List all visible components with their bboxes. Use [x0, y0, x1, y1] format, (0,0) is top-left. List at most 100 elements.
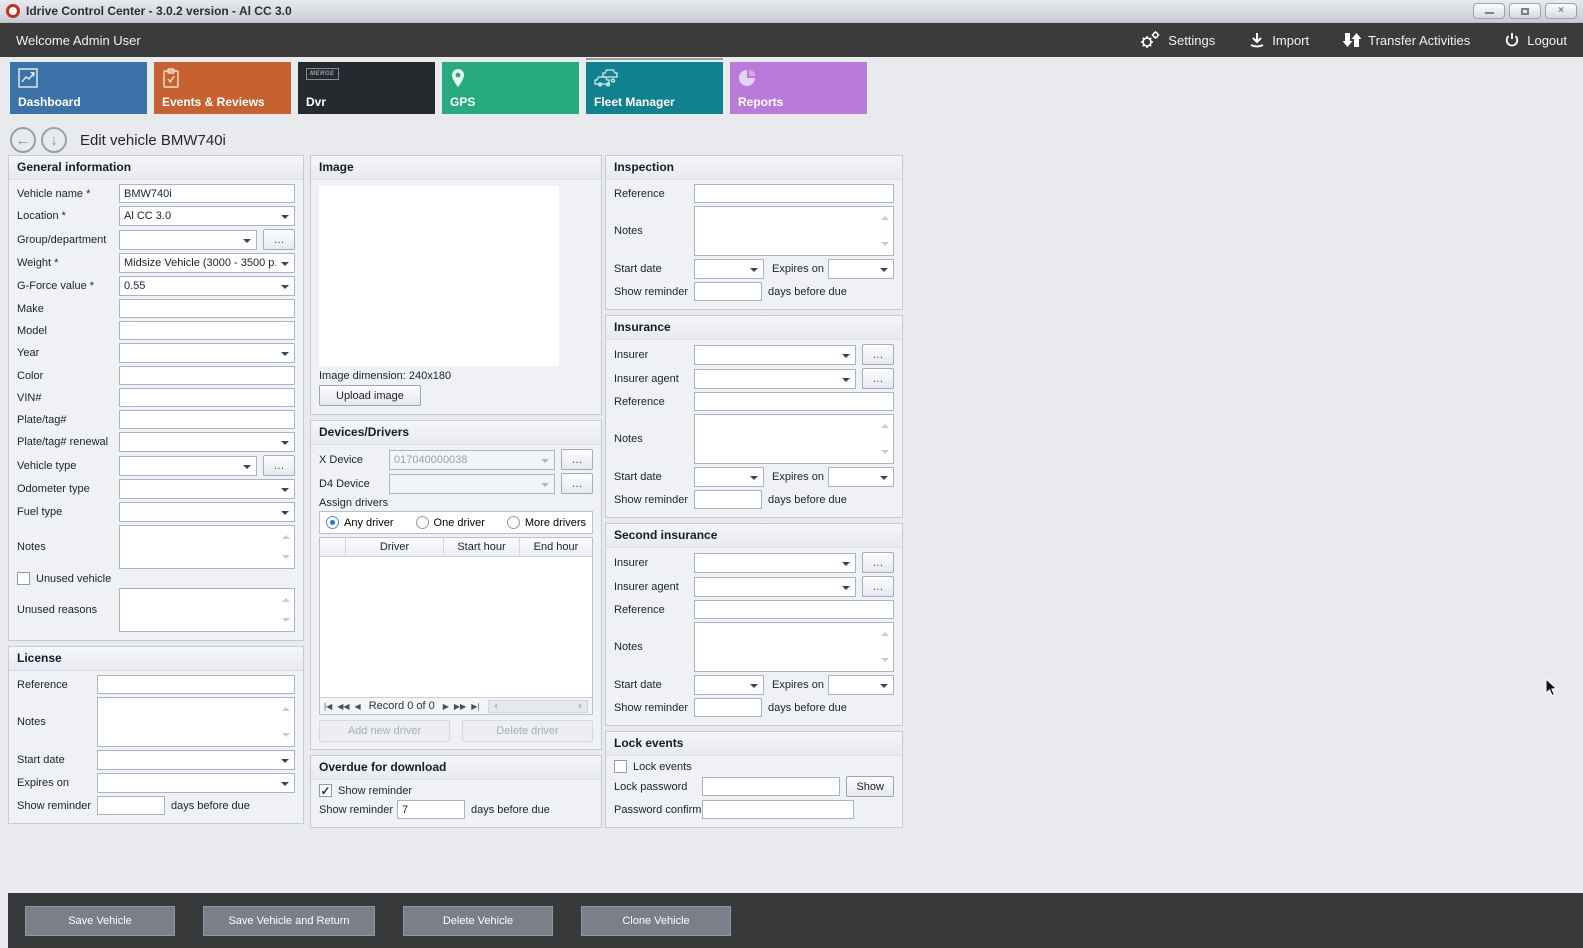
insurance2-notes-textarea[interactable] — [694, 622, 894, 672]
color-input[interactable] — [119, 366, 295, 385]
nav-first-button[interactable]: |◀ — [324, 701, 333, 711]
lock-password-input[interactable] — [702, 777, 841, 796]
save-vehicle-return-button[interactable]: Save Vehicle and Return — [203, 905, 375, 936]
insurer-agent-browse-button[interactable]: … — [862, 368, 894, 389]
group-department-browse-button[interactable]: … — [263, 229, 295, 250]
weight-select[interactable]: Midsize Vehicle (3000 - 3500 p... — [119, 253, 295, 273]
import-label: Import — [1272, 32, 1310, 48]
general-notes-textarea[interactable] — [119, 525, 295, 569]
x-device-browse-button[interactable]: … — [561, 449, 593, 470]
insurer-select[interactable] — [694, 344, 856, 365]
fuel-type-select[interactable] — [119, 502, 295, 522]
maximize-button[interactable] — [1509, 3, 1541, 19]
make-input[interactable] — [119, 299, 295, 318]
insurance-reference-input[interactable] — [694, 392, 894, 411]
clone-vehicle-button[interactable]: Clone Vehicle — [581, 905, 731, 936]
horizontal-scrollbar[interactable] — [488, 699, 588, 713]
tab-dvr[interactable]: MERGE Dvr — [298, 62, 435, 114]
license-notes-textarea[interactable] — [97, 697, 295, 747]
insurer2-agent-select[interactable] — [694, 576, 856, 597]
nav-next-page-button[interactable]: ▶▶ — [453, 701, 467, 711]
nav-next-button[interactable]: ▶ — [442, 701, 449, 711]
radio-more-drivers[interactable]: More drivers — [506, 516, 586, 529]
tab-reports[interactable]: Reports — [730, 62, 867, 114]
radio-one-driver[interactable]: One driver — [415, 516, 485, 529]
insurance2-reminder-input[interactable] — [694, 698, 762, 717]
inspection-notes-textarea[interactable] — [694, 206, 894, 256]
insurance2-start-date-select[interactable] — [694, 675, 764, 695]
inspection-expires-select[interactable] — [827, 259, 894, 279]
insurance-notes-textarea[interactable] — [694, 414, 894, 464]
insurance2-expires-select[interactable] — [827, 675, 894, 695]
radio-any-driver[interactable]: Any driver — [326, 516, 394, 529]
license-reminder-suffix: days before due — [171, 799, 250, 812]
license-start-date-select[interactable] — [97, 750, 295, 770]
insurance-reminder-input[interactable] — [694, 490, 762, 509]
delete-driver-button[interactable]: Delete driver — [462, 720, 593, 742]
import-button[interactable]: Import — [1249, 32, 1309, 48]
plate-tag-input[interactable] — [119, 410, 295, 429]
overdue-show-reminder-checkbox[interactable]: ✓ — [319, 784, 332, 798]
vehicle-type-select[interactable] — [119, 455, 257, 476]
inspection-start-date-select[interactable] — [694, 259, 764, 279]
vehicle-name-input[interactable] — [119, 184, 295, 203]
back-button[interactable]: ← — [10, 127, 36, 153]
settings-button[interactable]: Settings — [1139, 30, 1215, 50]
color-label: Color — [17, 369, 44, 382]
model-input[interactable] — [119, 321, 295, 340]
lock-events-checkbox[interactable] — [614, 760, 627, 773]
drivers-table-body[interactable] — [320, 557, 592, 697]
nav-prev-page-button[interactable]: ◀◀ — [337, 701, 350, 711]
upload-image-button[interactable]: Upload image — [319, 385, 421, 406]
devices-drivers-panel: Devices/Drivers X Device 017040000038 … … — [310, 420, 602, 750]
group-department-select[interactable] — [119, 229, 257, 250]
tab-events-reviews[interactable]: Events & Reviews — [154, 62, 291, 114]
delete-vehicle-button[interactable]: Delete Vehicle — [403, 905, 553, 936]
license-panel: License Reference Notes Start date Expir… — [8, 646, 304, 824]
year-select[interactable] — [119, 343, 295, 363]
insurer2-select[interactable] — [694, 552, 856, 573]
vehicle-type-browse-button[interactable]: … — [263, 455, 295, 476]
show-password-button[interactable]: Show — [846, 776, 894, 797]
logout-button[interactable]: Logout — [1504, 32, 1567, 48]
insurer2-browse-button[interactable]: … — [862, 552, 894, 573]
minimize-button[interactable] — [1473, 3, 1505, 19]
license-reference-input[interactable] — [97, 675, 295, 694]
insurer-browse-button[interactable]: … — [862, 344, 894, 365]
fuel-type-label: Fuel type — [17, 506, 63, 518]
nav-prev-button[interactable]: ◀ — [354, 701, 361, 711]
insurance-expires-select[interactable] — [827, 467, 894, 487]
odometer-type-select[interactable] — [119, 479, 295, 499]
inspection-reminder-label: Show reminder — [614, 285, 688, 298]
chevron-down-icon — [750, 476, 758, 484]
inspection-reminder-input[interactable] — [694, 282, 762, 301]
radio-icon — [415, 516, 429, 529]
tab-fleet-manager[interactable]: Fleet Manager — [586, 62, 723, 114]
insurance-start-date-select[interactable] — [694, 467, 764, 487]
insurer-agent-select[interactable] — [694, 368, 856, 389]
d4-device-browse-button[interactable]: … — [561, 473, 593, 494]
transfer-activities-button[interactable]: Transfer Activities — [1343, 31, 1470, 49]
close-button[interactable]: × — [1545, 3, 1577, 19]
inspection-reference-input[interactable] — [694, 184, 894, 203]
license-reminder-input[interactable] — [97, 796, 165, 815]
insurer2-agent-browse-button[interactable]: … — [862, 576, 894, 597]
plate-renewal-select[interactable] — [119, 432, 295, 452]
add-new-driver-button[interactable]: Add new driver — [319, 720, 450, 742]
scroll-down-button[interactable]: ↓ — [41, 127, 67, 153]
overdue-reminder-input[interactable] — [397, 800, 465, 819]
vin-input[interactable] — [119, 388, 295, 407]
unused-reasons-textarea[interactable] — [119, 588, 295, 632]
password-confirm-input[interactable] — [702, 800, 854, 819]
license-expires-select[interactable] — [97, 773, 295, 793]
unused-vehicle-checkbox[interactable] — [17, 572, 30, 585]
location-select[interactable]: Al CC 3.0 — [119, 206, 295, 226]
insurance2-notes-label: Notes — [614, 641, 643, 653]
tab-gps[interactable]: GPS — [442, 62, 579, 114]
insurance2-reference-input[interactable] — [694, 600, 894, 619]
save-vehicle-button[interactable]: Save Vehicle — [25, 905, 175, 936]
inspection-start-date-label: Start date — [614, 263, 662, 275]
nav-last-button[interactable]: ▶| — [471, 701, 480, 711]
gforce-select[interactable]: 0.55 — [119, 276, 295, 296]
tab-dashboard[interactable]: Dashboard — [10, 62, 147, 114]
